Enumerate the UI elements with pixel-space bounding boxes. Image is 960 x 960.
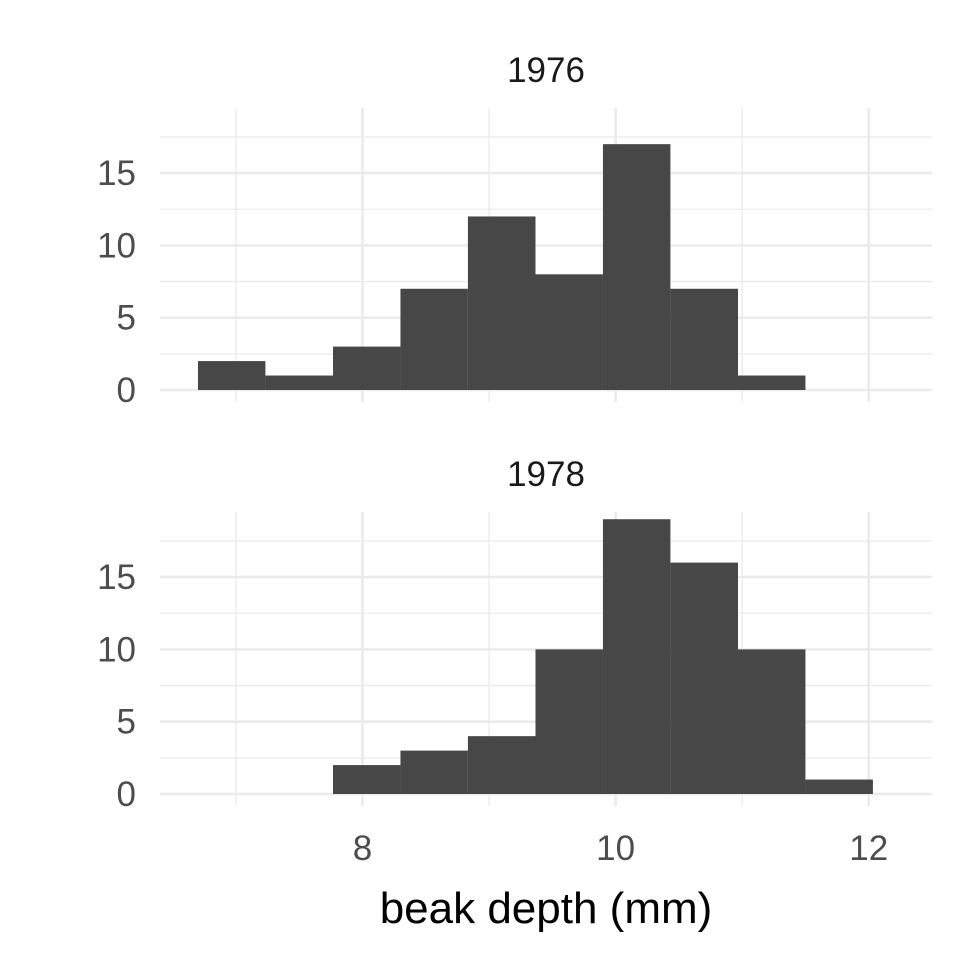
histogram-bar — [535, 649, 603, 794]
y-tick-label: 0 — [117, 371, 136, 410]
y-tick-label: 5 — [117, 703, 136, 742]
facet-panels: 1976 0 5 10 15 1978 0 5 10 15 — [97, 51, 932, 814]
histogram-bar — [602, 144, 671, 390]
y-tick-label: 10 — [97, 630, 136, 669]
y-tick-label: 10 — [97, 226, 136, 265]
x-axis-title: beak depth (mm) — [380, 884, 713, 933]
histogram-bar — [805, 779, 873, 794]
histogram-bar — [535, 274, 603, 390]
histogram-bar — [670, 288, 738, 390]
x-tick-label: 12 — [849, 829, 888, 868]
histogram-bar — [265, 375, 334, 390]
x-tick-label: 10 — [596, 829, 635, 868]
histogram-bar — [467, 216, 536, 390]
histogram-bar — [737, 649, 806, 794]
y-tick-label: 15 — [97, 558, 136, 597]
histogram-bar — [400, 288, 468, 390]
panel-title: 1976 — [507, 51, 585, 90]
panel-title: 1978 — [507, 455, 585, 494]
histogram-bar — [737, 375, 806, 390]
histogram-bar — [197, 361, 266, 390]
y-tick-label: 15 — [97, 154, 136, 193]
histogram-bar — [400, 750, 468, 794]
histogram-bar — [602, 519, 671, 794]
panel-1978: 1978 0 5 10 15 — [97, 455, 932, 814]
histogram-bar — [333, 765, 401, 794]
panel-1976: 1976 0 5 10 15 — [97, 51, 932, 410]
x-tick-label: 8 — [353, 829, 372, 868]
histogram-bar — [333, 346, 401, 390]
histogram-bar — [670, 562, 738, 794]
y-tick-label: 0 — [117, 775, 136, 814]
y-tick-label: 5 — [117, 299, 136, 338]
histogram-bar — [467, 736, 536, 794]
x-axis: 8 10 12 — [353, 829, 888, 868]
